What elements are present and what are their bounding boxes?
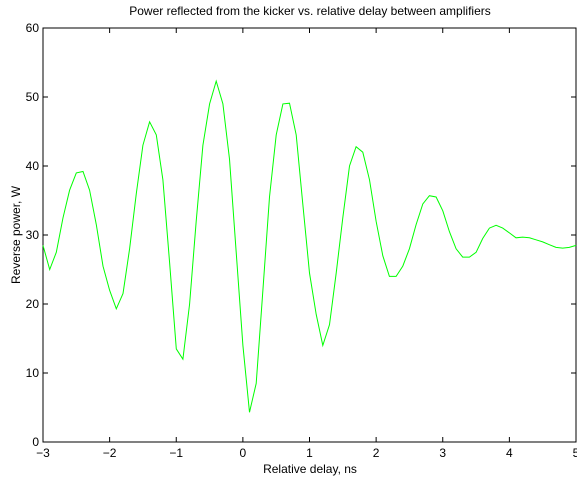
x-tick-label: −1 [169,446,183,460]
y-tick-label: 0 [32,435,39,449]
chart-title: Power reflected from the kicker vs. rela… [129,4,490,18]
x-tick-label: −2 [103,446,117,460]
y-tick-label: 50 [26,90,40,104]
x-tick-label: 4 [506,446,513,460]
y-axis: 0 10 20 30 40 50 60 [26,21,576,449]
y-tick-label: 60 [26,21,40,35]
y-axis-label: Reverse power, W [9,185,23,284]
x-tick-label: 3 [439,446,446,460]
x-tick-label: −3 [36,446,50,460]
plot-frame [42,27,577,443]
x-tick-label: 2 [373,446,380,460]
y-tick-label: 20 [26,297,40,311]
x-tick-label: 1 [306,446,313,460]
y-tick-label: 40 [26,159,40,173]
x-tick-label: 0 [240,446,247,460]
x-axis: −3 −2 −1 0 1 2 3 4 5 [36,28,577,460]
x-tick-label: 5 [573,446,577,460]
x-axis-label: Relative delay, ns [263,462,357,476]
y-tick-label: 30 [26,228,40,242]
series-line [42,79,577,413]
y-tick-label: 10 [26,366,40,380]
